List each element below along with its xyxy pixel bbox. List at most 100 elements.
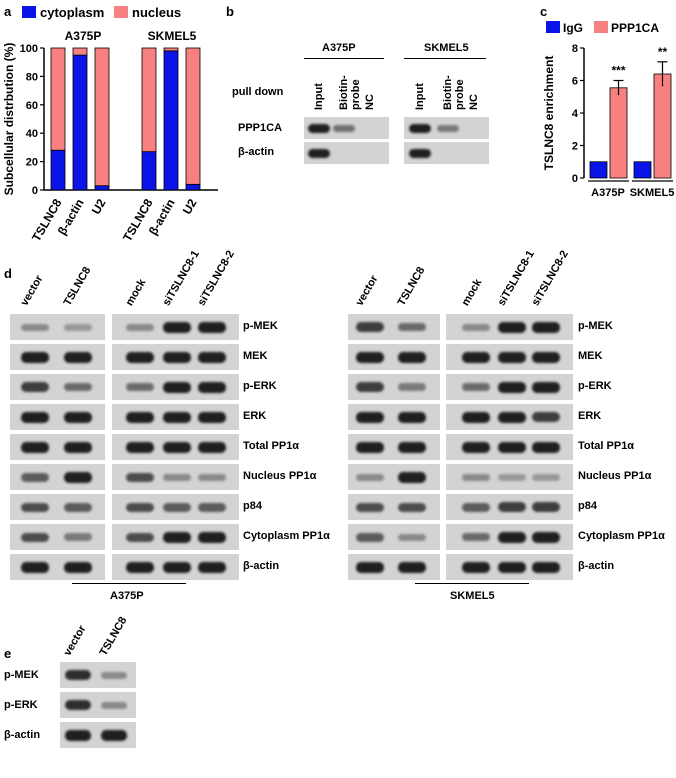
panel-b-pulldown: A375P SKMEL5 pull down Input Biotin-probe… [226, 0, 538, 170]
chart-a-subcellular-distribution: cytoplasm nucleus A375P SKMEL5 0 20 40 60 80 100 S… [2, 5, 218, 244]
d-underline-skmel5 [415, 583, 529, 584]
c-y-tick-label-0: 0 [572, 173, 578, 185]
b-lane-label-1-1-0: Biotin- [442, 75, 454, 110]
d-blot-a-8 [10, 554, 105, 580]
bar-nucleus-0 [50, 47, 66, 151]
d-row-label-left-2: p-ERK [243, 380, 277, 392]
e-blot-0-band-1 [101, 672, 127, 679]
c-legend-label-IgG: IgG [563, 21, 583, 35]
d-blot-d-0-band-1 [498, 322, 526, 333]
d-blot-d-4 [446, 434, 573, 460]
d-blot-b-8-band-0 [126, 562, 154, 573]
d-cellline-a375p: A375P [110, 590, 144, 602]
d-blot-b-1-band-0 [126, 352, 154, 363]
d-blot-b-2-band-1 [163, 382, 191, 393]
e-row-label-1: p-ERK [4, 699, 38, 711]
d-blot-d-3-band-2 [532, 412, 560, 422]
panel-label-a: a [4, 4, 12, 19]
d-blot-d-1-band-1 [498, 352, 526, 363]
b-underline-skmel5 [404, 58, 486, 59]
d-blot-d-1-band-0 [462, 352, 490, 363]
d-blot-a-1 [10, 344, 105, 370]
d-blot-d-3-band-1 [498, 412, 526, 423]
d-underline-a375p [72, 583, 186, 584]
c-legend-swatch-IgG [546, 21, 560, 33]
bar-cytoplasm-4 [163, 50, 179, 191]
e-blot-1 [60, 692, 136, 718]
d-blot-a-4 [10, 434, 105, 460]
d-blot-c-8-band-1 [398, 562, 426, 573]
d-blot-b-4-band-1 [163, 442, 191, 453]
d-blot-a-5-band-0 [21, 473, 49, 482]
d-blot-b-5-band-2 [198, 474, 226, 481]
d-blot-a-0-band-1 [64, 324, 92, 331]
legend-swatch-nucleus [114, 6, 128, 18]
d-cellline-skmel5: SKMEL5 [450, 590, 495, 602]
c-y-axis-title: TSLNC8 enrichment [542, 56, 556, 171]
e-blot-2-band-0 [65, 730, 91, 741]
d-blot-b-0-band-1 [163, 322, 191, 333]
e-lane-label-1: TSLNC8 [97, 614, 130, 658]
c-x-label-SKMEL5: SKMEL5 [630, 187, 675, 199]
bar-cytoplasm-2 [94, 185, 110, 191]
d-blot-a-3-band-1 [64, 412, 92, 423]
bar-nucleus-3 [141, 47, 157, 153]
d-blot-a-7-band-0 [21, 533, 49, 542]
c-significance-A375P: *** [611, 64, 625, 78]
d-row-label-right-1: MEK [578, 350, 603, 362]
d-blot-c-5-band-0 [356, 474, 384, 481]
b-blot-a375p-1 [304, 142, 389, 164]
e-blot-1-band-0 [65, 700, 91, 710]
d-blot-a-6-band-0 [21, 503, 49, 512]
d-row-label-left-0: p-MEK [243, 320, 278, 332]
c-bar-PPP1CA-A375P [609, 87, 628, 179]
d-blot-d-2 [446, 374, 573, 400]
d-blot-d-7-band-0 [462, 533, 490, 541]
d-blot-c-6 [348, 494, 440, 520]
d-row-label-left-3: ERK [243, 410, 267, 422]
e-row-label-0: p-MEK [4, 669, 39, 681]
d-blot-c-4-band-1 [398, 442, 426, 453]
d-blot-d-6-band-1 [498, 502, 526, 512]
d-blot-d-3-band-0 [462, 412, 490, 423]
d-blot-b-6-band-1 [163, 503, 191, 512]
d-blot-b-6 [112, 494, 239, 520]
d-blot-a-7 [10, 524, 105, 550]
d-row-label-right-5: Nucleus PP1α [578, 470, 652, 482]
d-blot-c-2-band-0 [356, 382, 384, 392]
d-row-label-left-6: p84 [243, 500, 262, 512]
d-lane-label-b-0: mock [123, 277, 149, 308]
d-lane-label-d-0: mock [459, 277, 485, 308]
y-tick-label-100: 100 [20, 43, 38, 55]
d-row-label-right-3: ERK [578, 410, 602, 422]
y-tick-label-40: 40 [26, 128, 38, 140]
d-blot-b-0-band-2 [198, 322, 226, 333]
d-blot-d-8-band-2 [532, 562, 560, 573]
d-blot-d-2-band-0 [462, 383, 490, 391]
d-blot-b-7-band-2 [198, 532, 226, 543]
d-blot-c-8-band-0 [356, 562, 384, 573]
d-row-label-right-6: p84 [578, 500, 597, 512]
b-lane-label-1-1-1: probe [454, 79, 466, 110]
panel-label-c: c [540, 4, 548, 19]
c-y-tick-label-6: 6 [572, 76, 578, 88]
d-blot-d-8-band-0 [462, 562, 490, 573]
d-blot-c-7-band-0 [356, 533, 384, 542]
e-blot-1-band-1 [101, 702, 127, 709]
d-row-label-right-8: β-actin [578, 560, 615, 572]
d-blot-a-6 [10, 494, 105, 520]
d-blot-b-5-band-1 [163, 474, 191, 481]
b-lane-label-1-0-0: Input [414, 83, 426, 110]
d-blot-c-2-band-1 [398, 383, 426, 391]
d-blot-b-3 [112, 404, 239, 430]
d-blot-b-3-band-1 [163, 412, 191, 423]
b-blot-a375p-1-band-0 [308, 149, 330, 158]
d-blot-b-8 [112, 554, 239, 580]
d-blot-b-6-band-0 [126, 503, 154, 512]
b-cellline-skmel5: SKMEL5 [424, 42, 469, 54]
b-blot-skmel5-0 [404, 117, 489, 139]
d-blot-b-0-band-0 [126, 324, 154, 331]
d-blot-c-3-band-0 [356, 412, 384, 423]
d-blot-c-4-band-0 [356, 442, 384, 453]
d-row-label-right-4: Total PP1α [578, 440, 635, 452]
